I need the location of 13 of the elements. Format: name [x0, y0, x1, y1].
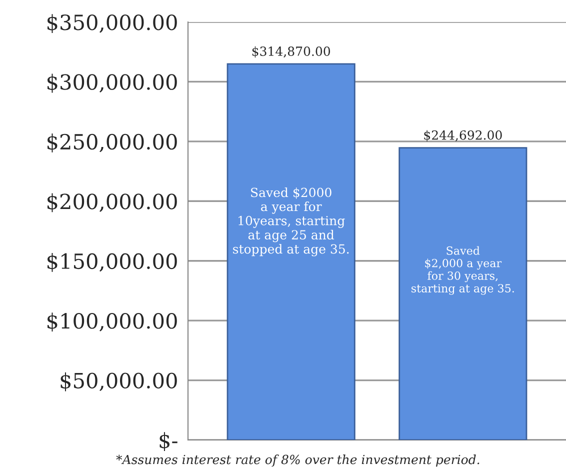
text: *Assumes interest rate of 8% over the investment period. — [116, 454, 480, 467]
y-tick-label: $250,000.00 — [48, 134, 177, 152]
y-tick-label: $300,000.00 — [48, 74, 177, 93]
annotation: Saved $2000 a year for 10years, starting at age 25 and stopped at age 35. — [233, 187, 349, 256]
y-tick-label: $150,000.00 — [48, 252, 177, 272]
y-tick-label: $50,000.00 — [60, 372, 177, 392]
annotation: Saved $2,000 a year for 30 years, starting at age 35. — [412, 246, 514, 295]
y-tick-label: $200,000.00 — [48, 193, 177, 212]
data-label: $244,692.00 — [424, 130, 502, 142]
y-tick-label: $350,000.00 — [48, 14, 177, 33]
y-tick-label: $- — [160, 432, 178, 451]
data-label: $314,870.00 — [252, 46, 330, 58]
y-tick-label: $100,000.00 — [48, 312, 177, 332]
